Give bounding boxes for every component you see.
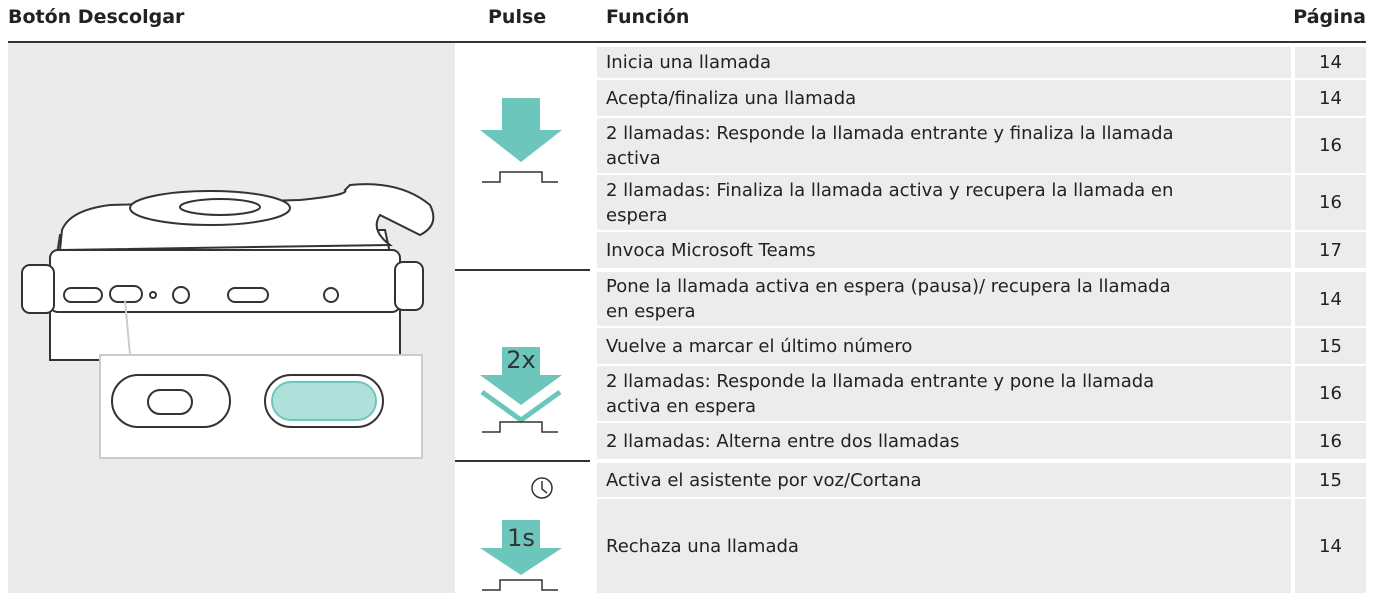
page-cell-text: 16	[1319, 192, 1342, 213]
function-cell: 2 llamadas: Alterna entre dos llamadas	[597, 423, 1291, 459]
column-header: Botón Descolgar	[8, 6, 185, 28]
page-cell-text: 15	[1319, 469, 1342, 491]
function-cell: Pone la llamada activa en espera (pausa)…	[597, 272, 1291, 326]
column-header: Pulse	[488, 6, 547, 28]
page-cell-text: 14	[1319, 535, 1342, 557]
group-rule	[455, 460, 590, 462]
press-icon	[480, 98, 562, 183]
function-cell: Acepta/finaliza una llamada	[597, 80, 1291, 116]
column-header: Página	[1293, 6, 1366, 28]
function-cell-text: Activa el asistente por voz/Cortana	[606, 469, 922, 491]
header-rule	[8, 41, 1366, 43]
headset	[21, 183, 435, 459]
function-cell-text: Inicia una llamada	[606, 52, 771, 73]
page-cell: 16	[1295, 175, 1366, 230]
function-cell: Inicia una llamada	[597, 47, 1291, 78]
page-cell-text: 14	[1319, 52, 1342, 73]
function-cell: 2 llamadas: Responde la llamada entrante…	[597, 118, 1291, 173]
function-cell: Activa el asistente por voz/Cortana	[597, 463, 1291, 497]
long-press-icon	[480, 477, 562, 591]
icon-label: 1s	[507, 524, 535, 552]
group-rule	[455, 269, 590, 271]
page-cell: 14	[1295, 499, 1366, 593]
page-cell: 15	[1295, 463, 1366, 497]
function-cell: Vuelve a marcar el último número	[597, 328, 1291, 364]
double-press-icon	[480, 347, 562, 433]
page-cell: 16	[1295, 118, 1366, 173]
function-cell-text: Acepta/finaliza una llamada	[606, 87, 857, 109]
page-cell-text: 14	[1319, 288, 1342, 310]
page-cell: 14	[1295, 272, 1366, 326]
page-cell: 16	[1295, 423, 1366, 459]
icon-label: 2x	[506, 346, 535, 374]
function-cell-text: Vuelve a marcar el último número	[606, 335, 913, 357]
page-cell-text: 17	[1319, 239, 1342, 261]
column-header: Función	[606, 6, 690, 28]
function-cell: Rechaza una llamada	[597, 499, 1291, 593]
function-cell-text: 2 llamadas: Alterna entre dos llamadas	[606, 430, 960, 452]
function-cell: 2 llamadas: Finaliza la llamada activa y…	[597, 175, 1291, 230]
page-cell-text: 14	[1319, 87, 1342, 109]
page-cell-text: 16	[1319, 430, 1342, 452]
function-cell-text: 2 llamadas: Finaliza la llamada activa y…	[606, 179, 1174, 226]
page-cell-text: 16	[1319, 383, 1342, 404]
function-cell-text: Invoca Microsoft Teams	[606, 239, 816, 261]
page-cell-text: 16	[1319, 135, 1342, 156]
function-cell-text: 2 llamadas: Responde la llamada entrante…	[606, 370, 1155, 417]
page-cell: 14	[1295, 80, 1366, 116]
page-cell-text: 15	[1319, 335, 1342, 357]
page-cell: 14	[1295, 47, 1366, 78]
function-cell: 2 llamadas: Responde la llamada entrante…	[597, 366, 1291, 421]
function-cell-text: Pone la llamada activa en espera (pausa)…	[606, 276, 1171, 322]
function-cell: Invoca Microsoft Teams	[597, 232, 1291, 268]
page-cell: 15	[1295, 328, 1366, 364]
page-cell: 16	[1295, 366, 1366, 421]
function-cell-text: Rechaza una llamada	[606, 535, 799, 557]
page-cell: 17	[1295, 232, 1366, 268]
function-cell-text: 2 llamadas: Responde la llamada entrante…	[606, 122, 1174, 169]
